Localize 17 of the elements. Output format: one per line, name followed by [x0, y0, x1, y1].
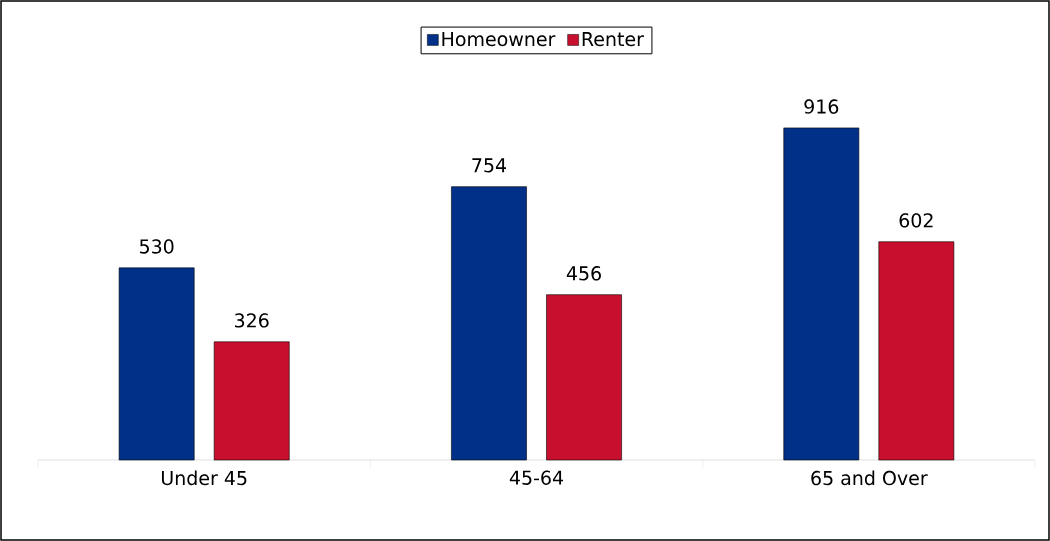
bar	[118, 267, 195, 461]
bar	[451, 186, 527, 461]
data-label: 456	[566, 266, 601, 281]
bar	[213, 341, 290, 461]
x-tick-label: 45-64	[509, 470, 564, 485]
legend-label: Homeowner	[442, 32, 556, 47]
bar	[546, 294, 622, 461]
bar	[783, 127, 860, 461]
x-tick-label: Under 45	[161, 470, 247, 486]
data-label: 916	[804, 99, 839, 114]
legend-label: Renter	[582, 32, 644, 47]
data-label: 530	[139, 239, 174, 254]
bar	[878, 241, 955, 461]
data-label: 754	[472, 158, 507, 173]
data-label: 602	[899, 213, 933, 228]
x-tick-label: 65 and Over	[811, 470, 928, 486]
data-label: 326	[235, 313, 269, 328]
